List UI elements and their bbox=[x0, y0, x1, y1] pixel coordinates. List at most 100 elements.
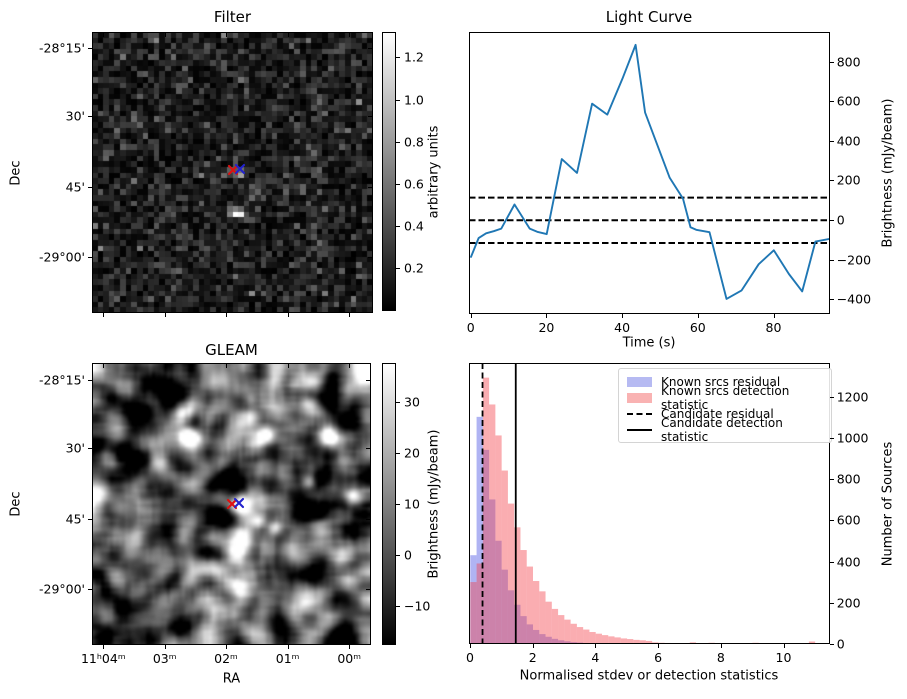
dec-tick-right bbox=[366, 588, 370, 590]
residual-hist-bar bbox=[526, 624, 533, 645]
detection-hist-bar bbox=[507, 503, 514, 645]
ra-tick bbox=[164, 313, 166, 317]
ra-tick bbox=[164, 645, 166, 650]
dec-tick-label: -28°15' bbox=[38, 40, 85, 56]
dec-tick-right bbox=[366, 379, 370, 381]
gleam-colorbar-tick bbox=[396, 605, 400, 607]
gleam-image bbox=[92, 363, 371, 646]
time-tick-label: 0 bbox=[466, 319, 475, 335]
dec-tick-right bbox=[368, 116, 372, 118]
filter-colorbar-tick bbox=[396, 268, 400, 270]
ra-tick bbox=[349, 313, 351, 317]
light-curve-line bbox=[469, 43, 830, 300]
detection-hist-bar bbox=[501, 470, 508, 645]
residual-hist-bar bbox=[476, 417, 483, 645]
dec-tick-label: 30' bbox=[65, 108, 85, 124]
filter-colorbar-tick bbox=[396, 226, 400, 228]
stat-tick bbox=[783, 644, 785, 649]
residual-hist-bar bbox=[551, 639, 558, 645]
filter-colorbar-tick-label: 1.0 bbox=[404, 92, 424, 107]
stat-tick-label: 10 bbox=[775, 650, 792, 666]
residual-hist-bar bbox=[469, 555, 477, 645]
detection-hist-bar bbox=[670, 643, 677, 645]
count-tick-label: 400 bbox=[836, 554, 861, 570]
stat-tick bbox=[658, 644, 660, 649]
stat-tick-label: 0 bbox=[466, 650, 474, 666]
detection-hist-bar bbox=[633, 640, 640, 645]
detection-hist-bar bbox=[582, 629, 590, 645]
detection-hist-bar bbox=[689, 642, 696, 645]
detection-hist-bar bbox=[733, 643, 740, 645]
stat-tick-label: 6 bbox=[654, 650, 663, 666]
detection-hist-bar bbox=[526, 566, 533, 645]
detection-hist-bar bbox=[532, 581, 539, 645]
residual-hist-bar bbox=[545, 637, 552, 645]
legend-patch-swatch bbox=[627, 376, 652, 387]
brightness-tick-label: 800 bbox=[836, 54, 861, 70]
ra-tick-top bbox=[103, 364, 105, 369]
dec-tick-right bbox=[368, 48, 372, 50]
brightness-tick bbox=[829, 101, 834, 103]
count-tick bbox=[829, 561, 834, 563]
filter-colorbar-tick-label: 1.2 bbox=[404, 49, 424, 65]
detection-hist-bar bbox=[476, 563, 483, 645]
stat-tick-label: 4 bbox=[591, 650, 600, 666]
count-tick bbox=[829, 603, 834, 604]
filter-colorbar-label: arbitrary units bbox=[426, 125, 442, 218]
ra-tick-top bbox=[349, 33, 351, 37]
detection-hist-bar bbox=[664, 643, 671, 645]
dec-tick bbox=[88, 447, 92, 449]
dec-tick-right bbox=[368, 257, 372, 259]
ra-tick-label: 01ᵐ bbox=[275, 651, 300, 667]
stat-tick bbox=[532, 644, 534, 649]
residual-hist-bar bbox=[495, 541, 502, 645]
stat-tick-label: 8 bbox=[716, 650, 725, 666]
brightness-tick-label: 0 bbox=[836, 212, 845, 228]
filter-colorbar-tick-label: 0.8 bbox=[404, 134, 424, 150]
detection-hist-bar bbox=[495, 435, 502, 645]
residual-hist-bar bbox=[557, 640, 565, 645]
detection-hist-bar bbox=[645, 641, 652, 645]
brightness-tick bbox=[829, 180, 834, 182]
residual-hist-bar bbox=[538, 634, 546, 645]
light-curve-xlabel: Time (s) bbox=[622, 335, 676, 351]
gleam-colorbar-tick bbox=[396, 453, 400, 455]
ra-tick-label: 11ʰ04ᵐ bbox=[80, 651, 126, 667]
dec-tick bbox=[88, 116, 92, 118]
ra-tick-label: 00ᵐ bbox=[337, 651, 362, 667]
filter-ylabel: Dec bbox=[8, 159, 24, 186]
detection-hist-bar bbox=[676, 643, 684, 645]
count-tick-label: 1200 bbox=[836, 389, 869, 404]
ra-tick bbox=[103, 645, 105, 650]
detection-hist-bar bbox=[513, 527, 521, 645]
gleam-colorbar-tick-label: −10 bbox=[404, 598, 431, 614]
filter-colorbar-tick bbox=[396, 141, 400, 143]
detection-hist-bar bbox=[564, 619, 571, 645]
detection-hist-bar bbox=[482, 377, 489, 645]
light-curve-plot bbox=[468, 43, 830, 300]
residual-hist-bar bbox=[513, 605, 521, 645]
stat-tick bbox=[595, 644, 597, 649]
brightness-tick-label: 400 bbox=[836, 133, 861, 149]
count-tick bbox=[829, 520, 834, 522]
stat-tick bbox=[720, 644, 722, 649]
ra-tick bbox=[287, 313, 289, 317]
brightness-tick bbox=[829, 61, 834, 63]
ra-tick bbox=[103, 313, 105, 317]
dec-tick-label: -29°00' bbox=[38, 249, 85, 265]
legend-entry: Known srcs detection statistic bbox=[627, 384, 823, 412]
detection-hist-bar bbox=[538, 591, 546, 645]
brightness-tick bbox=[829, 220, 834, 221]
detection-hist-bar bbox=[708, 643, 715, 645]
ra-tick-top bbox=[226, 364, 227, 369]
dec-tick bbox=[88, 257, 92, 259]
gleam-ylabel: Dec bbox=[8, 491, 24, 517]
legend-entry: Candidate residual bbox=[627, 406, 823, 422]
detection-hist-bar bbox=[770, 643, 778, 645]
count-tick bbox=[829, 479, 834, 481]
time-tick-label: 80 bbox=[765, 319, 782, 335]
residual-hist-bar bbox=[532, 630, 539, 645]
residual-hist-bar bbox=[482, 450, 489, 645]
ra-tick-label: 02ᵐ bbox=[214, 651, 238, 667]
gleam-xlabel: RA bbox=[222, 671, 241, 687]
